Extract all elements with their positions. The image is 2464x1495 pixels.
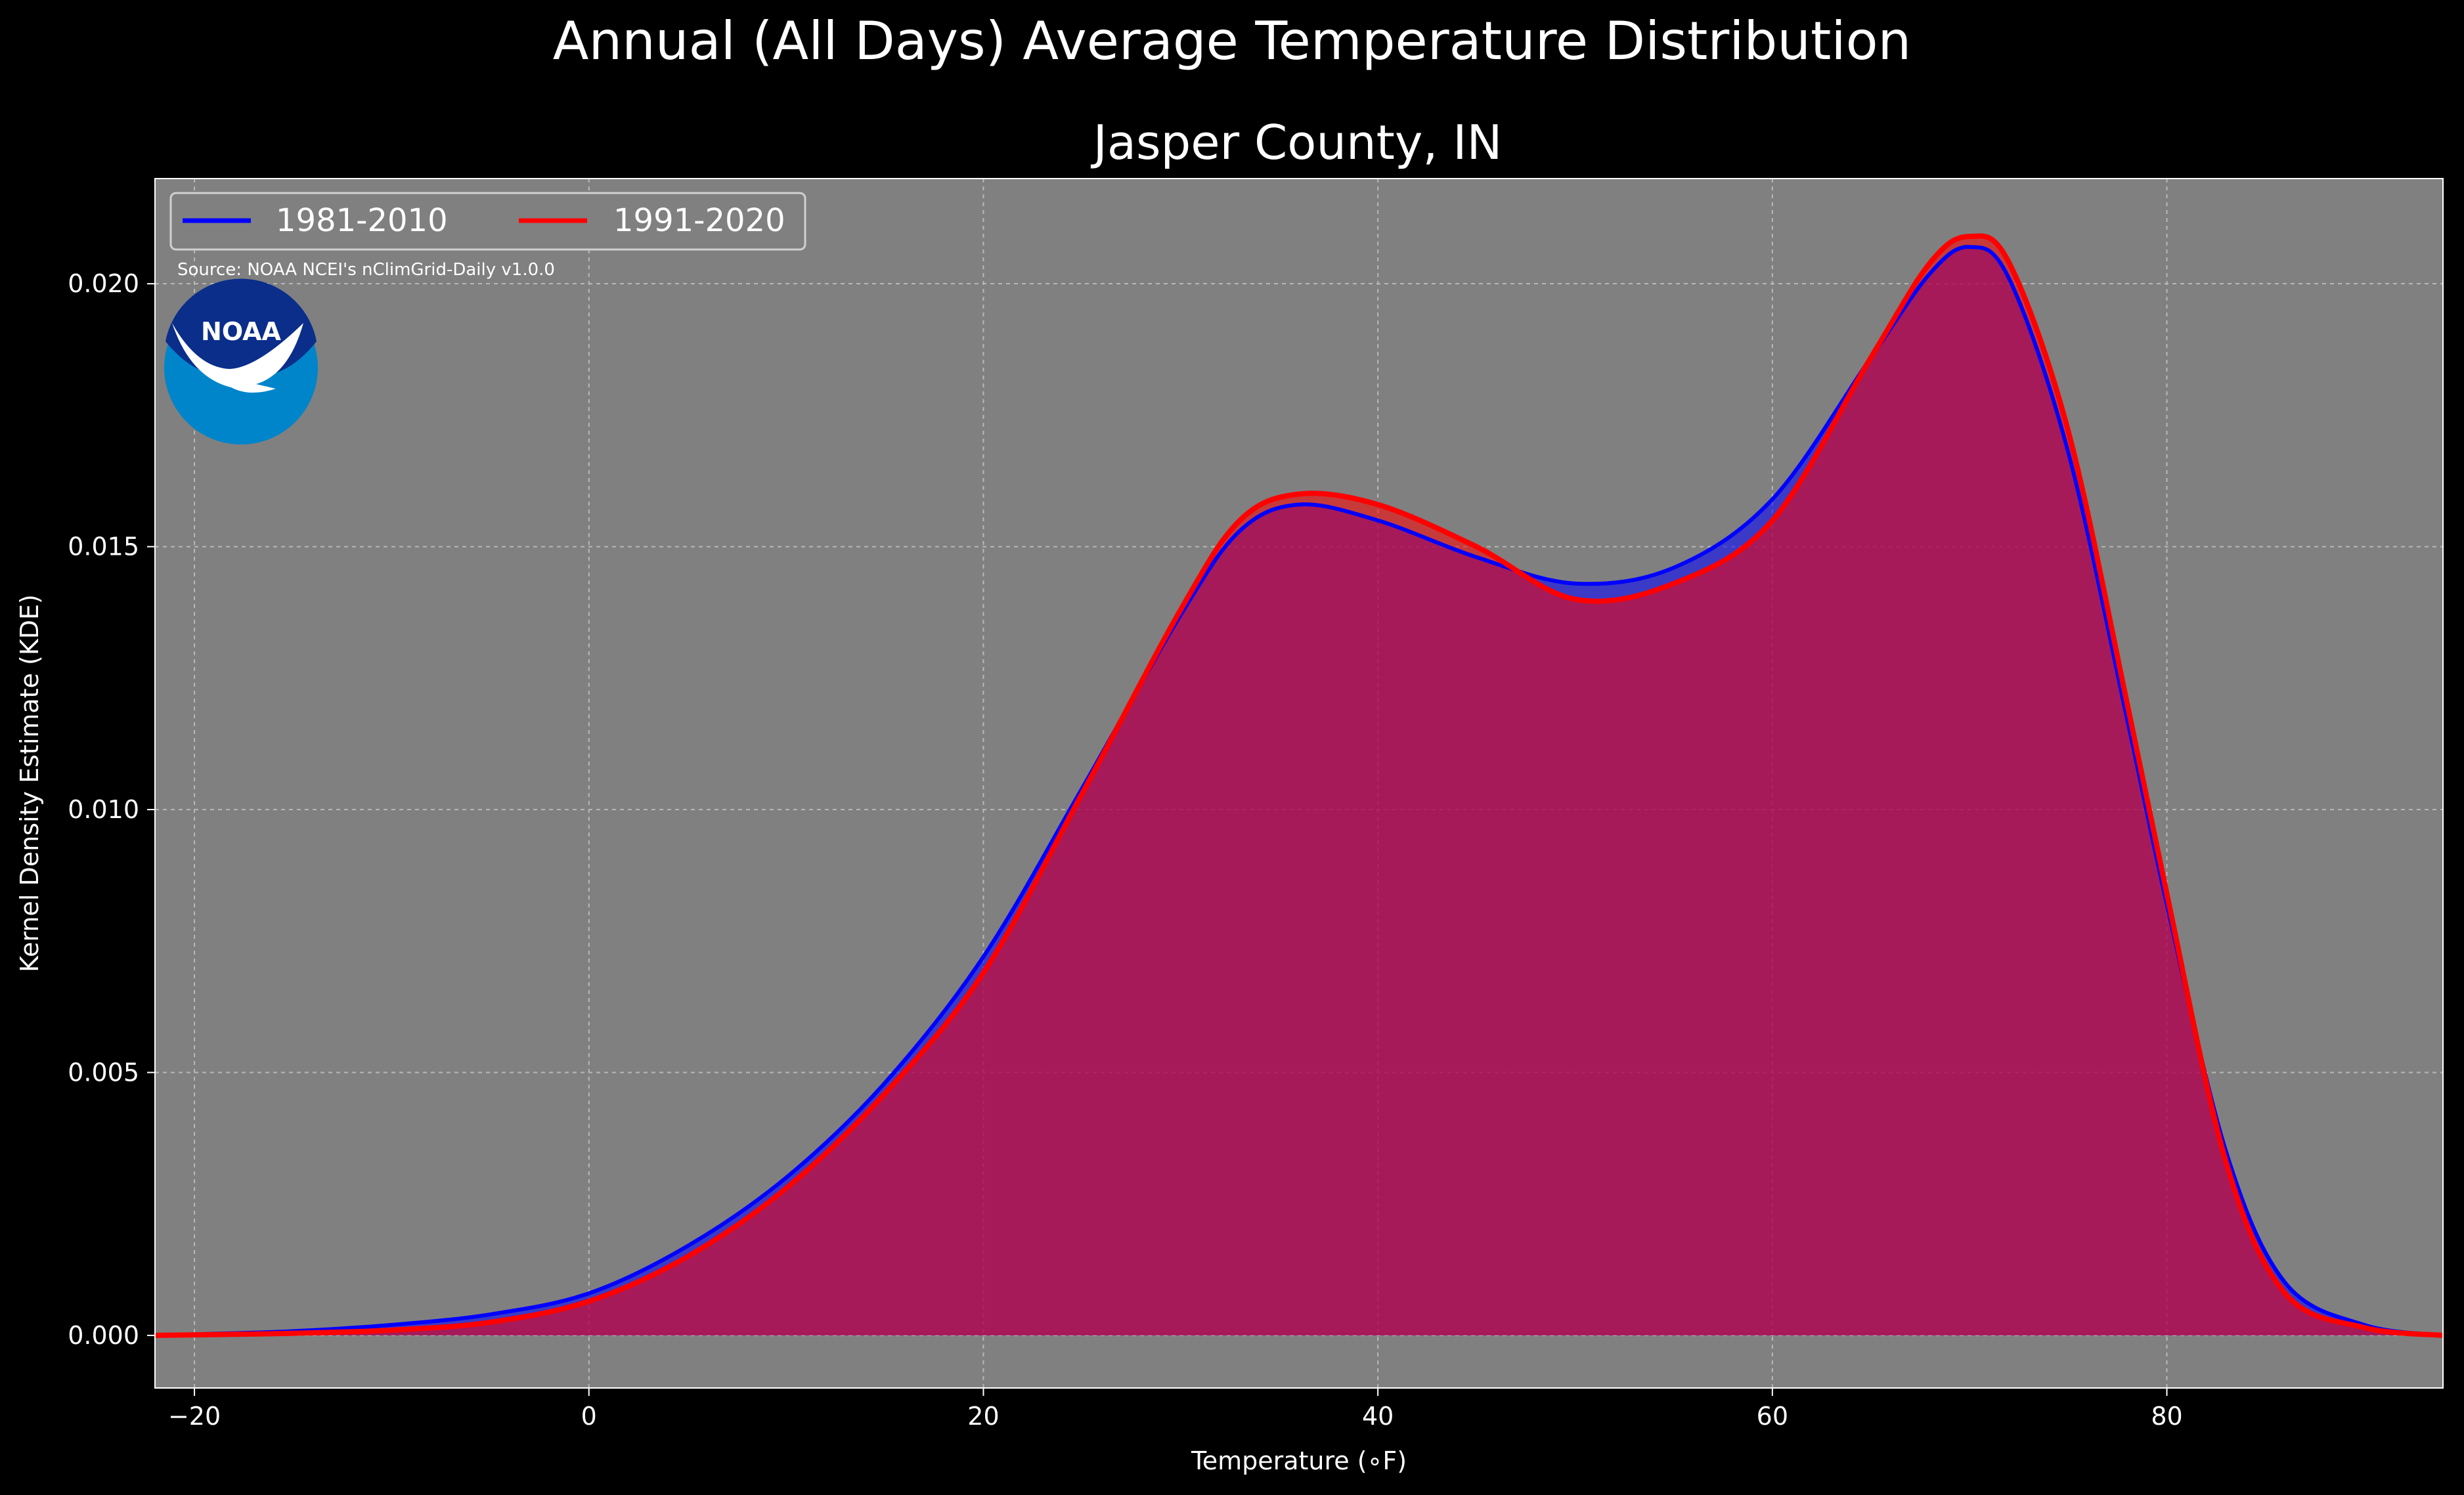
x-tick-label: 60 <box>1757 1402 1788 1431</box>
x-tick-label: 20 <box>967 1402 999 1431</box>
y-tick-label: 0.005 <box>68 1058 139 1087</box>
legend-label-1981-2010: 1981-2010 <box>276 202 448 239</box>
series-lines <box>155 233 2443 1338</box>
x-axis-label: Temperature (∘F) <box>1191 1446 1407 1475</box>
chart-suptitle: Annual (All Days) Average Temperature Di… <box>553 11 1911 72</box>
chart-title: Jasper County, IN <box>1091 115 1503 170</box>
series-fill-1991-2020 <box>155 236 2443 1335</box>
y-axis-label: Kernel Density Estimate (KDE) <box>15 594 44 972</box>
x-tick-label: 40 <box>1362 1402 1394 1431</box>
y-tick-label: 0.020 <box>68 269 139 298</box>
legend-box <box>169 192 806 251</box>
series-fills <box>155 236 2443 1335</box>
x-tick-label: 80 <box>2151 1402 2182 1431</box>
noaa-logo: NOAA <box>164 278 318 444</box>
series-line-1981-2010 <box>155 245 2443 1337</box>
seagull-icon <box>172 323 303 393</box>
series-line-1991-2020 <box>155 233 2443 1338</box>
legend: 1981-2010 1991-2020 <box>169 192 806 251</box>
y-tick-label: 0.015 <box>68 532 139 561</box>
x-axis: −20 0 20 40 60 80 <box>168 1388 2183 1431</box>
y-tick-label: 0.010 <box>68 795 139 824</box>
plot-frame <box>154 178 2444 1389</box>
y-tick-label: 0.000 <box>68 1321 139 1350</box>
legend-label-1991-2020: 1991-2020 <box>613 202 785 239</box>
x-tick-label: 0 <box>581 1402 597 1431</box>
noaa-logo-text: NOAA <box>201 317 281 346</box>
x-tick-label: −20 <box>168 1402 221 1431</box>
source-note: Source: NOAA NCEI's nClimGrid-Daily v1.0… <box>177 260 555 280</box>
y-axis: 0.000 0.005 0.010 0.015 0.020 <box>68 269 155 1350</box>
